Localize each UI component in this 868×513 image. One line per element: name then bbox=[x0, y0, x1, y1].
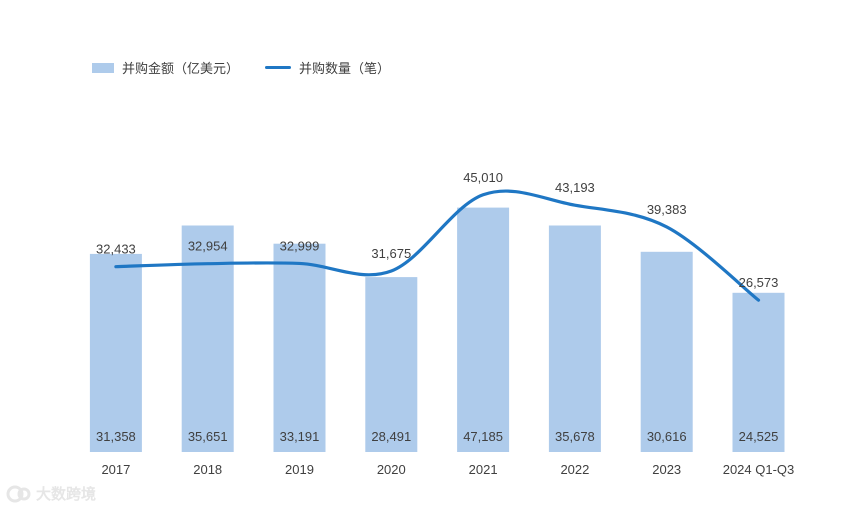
x-tick-label: 2023 bbox=[652, 462, 681, 477]
bar-data-labels: 31,358 35,651 33,191 28,491 47,185 35,678 30,6… bbox=[96, 429, 778, 444]
x-tick-label: 2021 bbox=[469, 462, 498, 477]
bar-2022 bbox=[548, 225, 601, 452]
watermark-logo-icon bbox=[6, 485, 31, 502]
bar-2021 bbox=[457, 207, 510, 452]
bar-data-label: 47,185 bbox=[463, 429, 503, 444]
legend-item-bar: 并购金额（亿美元） bbox=[92, 58, 239, 77]
legend-line-swatch bbox=[265, 66, 292, 69]
line-data-labels: 32,433 32,954 32,999 31,675 45,010 43,193 39,3… bbox=[96, 170, 778, 290]
legend-bar-swatch bbox=[92, 62, 114, 73]
bar-data-label: 31,358 bbox=[96, 429, 136, 444]
line-data-label: 31,675 bbox=[371, 246, 411, 261]
bar-2023 bbox=[640, 251, 693, 452]
line-data-label: 32,954 bbox=[188, 239, 228, 254]
bar-2020 bbox=[365, 277, 418, 452]
line-data-label: 43,193 bbox=[555, 180, 595, 195]
bar-data-label: 35,678 bbox=[555, 429, 595, 444]
bar-2018 bbox=[181, 225, 234, 452]
watermark: 大数跨境 bbox=[6, 483, 96, 504]
bar-data-label: 35,651 bbox=[188, 429, 228, 444]
x-tick-label: 2017 bbox=[101, 462, 130, 477]
bar-data-label: 33,191 bbox=[280, 429, 320, 444]
line-series bbox=[114, 189, 761, 302]
chart-legend: 并购金额（亿美元） 并购数量（笔） bbox=[92, 58, 390, 77]
legend-bar-label: 并购金额（亿美元） bbox=[122, 62, 240, 77]
bar-2019 bbox=[273, 243, 326, 452]
bar-data-label: 24,525 bbox=[739, 429, 779, 444]
line-data-label: 32,999 bbox=[280, 238, 320, 253]
legend-line-label: 并购数量（笔） bbox=[299, 62, 391, 77]
bar-2024-Q1-Q3 bbox=[732, 292, 785, 452]
line-data-label: 26,573 bbox=[739, 275, 779, 290]
bar-series bbox=[89, 207, 785, 452]
x-tick-label: 2019 bbox=[285, 462, 314, 477]
line-data-label: 39,383 bbox=[647, 202, 687, 217]
watermark-text: 大数跨境 bbox=[36, 485, 97, 503]
line-series-path bbox=[114, 189, 761, 302]
x-axis-tick-labels: 2017 2018 2019 2020 2021 2022 2023 2024 Q1-Q3 bbox=[101, 462, 794, 477]
line-data-label: 45,010 bbox=[463, 170, 503, 185]
bar-data-label: 28,491 bbox=[371, 429, 411, 444]
legend-item-line: 并购数量（笔） bbox=[265, 58, 390, 77]
x-tick-label: 2024 Q1-Q3 bbox=[723, 462, 795, 477]
line-data-label: 32,433 bbox=[96, 242, 136, 257]
bar-data-label: 30,616 bbox=[647, 429, 687, 444]
x-tick-label: 2022 bbox=[560, 462, 589, 477]
x-tick-label: 2020 bbox=[377, 462, 406, 477]
x-tick-label: 2018 bbox=[193, 462, 222, 477]
bar-2017 bbox=[89, 253, 142, 452]
